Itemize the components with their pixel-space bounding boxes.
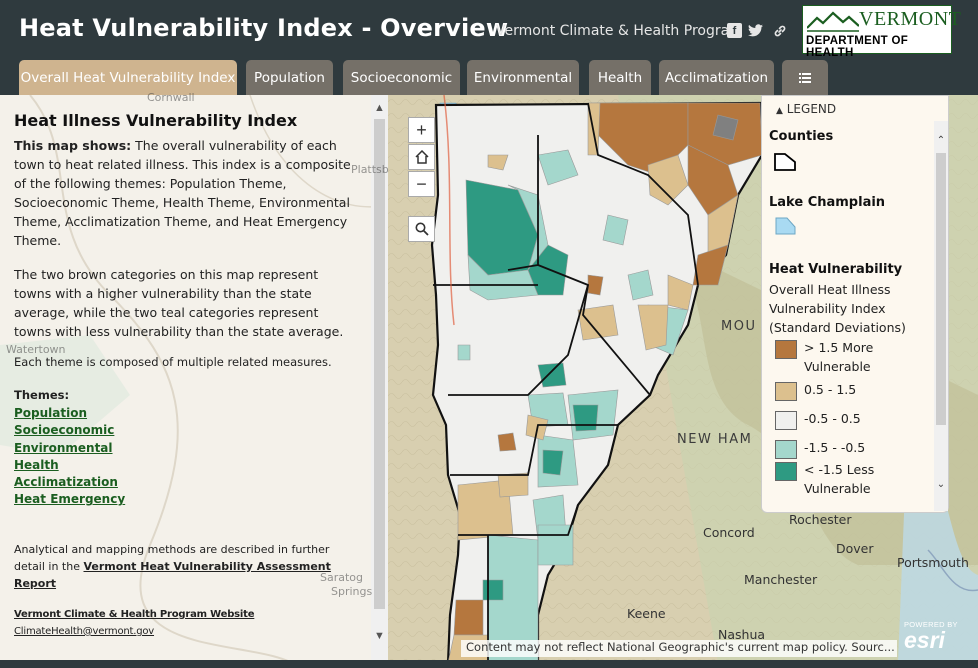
place-label: Rochester: [789, 512, 852, 527]
legend-swatch: [775, 440, 797, 459]
email-link[interactable]: ClimateHealth@vermont.gov: [14, 625, 155, 637]
lake-heading: Lake Champlain: [769, 195, 886, 210]
home-button[interactable]: [408, 144, 435, 170]
tab-environmental[interactable]: Environmental: [467, 60, 579, 95]
esri-attribution[interactable]: POWERED BY esri: [904, 620, 964, 656]
legend-scroll-thumb[interactable]: [936, 153, 946, 425]
scroll-down-arrow-icon[interactable]: ▼: [374, 630, 385, 642]
legend-label: -0.5 - 0.5: [804, 411, 861, 426]
place-label: Dover: [836, 541, 874, 556]
map-credit: Content may not reflect National Geograp…: [461, 640, 897, 657]
heat-vulnerability-heading: Heat Vulnerability: [769, 262, 903, 277]
tab-socioeconomic[interactable]: Socioeconomic: [343, 60, 460, 95]
theme-link-socioeconomic[interactable]: Socioeconomic: [14, 423, 115, 438]
faint-place-label: Watertown: [6, 343, 66, 356]
info-panel: Heat Illness Vulnerability Index This ma…: [0, 95, 388, 668]
panel-title: Heat Illness Vulnerability Index: [14, 111, 298, 130]
tab-population[interactable]: Population: [246, 60, 333, 95]
scroll-up-arrow-icon[interactable]: ⌃: [936, 135, 946, 146]
facebook-icon[interactable]: f: [727, 23, 742, 38]
index-subtitle: Overall Heat Illness Vulnerability Index…: [769, 282, 906, 335]
legend-item: > 1.5 More Vulnerable: [775, 338, 914, 376]
tab-overall[interactable]: Overall Heat Vulnerability Index: [19, 60, 237, 95]
legend-item: 0.5 - 1.5: [775, 380, 914, 401]
faint-place-label: Springs: [331, 585, 373, 598]
place-label: Nashua: [718, 627, 766, 642]
panel-description: This map shows: The overall vulnerabilit…: [14, 136, 359, 250]
collapse-arrow-icon: ▲: [776, 106, 783, 116]
search-button[interactable]: [408, 216, 435, 242]
home-icon: [414, 150, 429, 164]
lead-text: The overall vulnerability of each town t…: [14, 138, 351, 248]
tab-more[interactable]: [782, 60, 828, 95]
bottom-strip: [0, 660, 978, 668]
place-label: Keene: [627, 606, 666, 621]
place-label: Manchester: [744, 572, 818, 587]
legend-item: < -1.5 Less Vulnerable: [775, 460, 914, 498]
faint-place-label: Plattsb: [351, 163, 389, 176]
legend-label: 0.5 - 1.5: [804, 382, 857, 397]
theme-link-environmental[interactable]: Environmental: [14, 440, 113, 455]
region-label: NEW HAM: [677, 432, 753, 447]
legend-swatch: [775, 411, 797, 430]
theme-link-health[interactable]: Health: [14, 457, 59, 472]
counties-heading: Counties: [769, 129, 834, 144]
report-link[interactable]: Vermont Heat Vulnerability Assessment Re…: [14, 559, 331, 590]
link-icon[interactable]: [772, 23, 787, 38]
region-label: MOU: [721, 319, 757, 334]
scroll-thumb[interactable]: [374, 119, 385, 609]
place-label: Concord: [703, 525, 755, 540]
zoom-out-button[interactable]: −: [408, 171, 435, 197]
legend-swatch: [775, 462, 797, 481]
legend-label: < -1.5 Less Vulnerable: [804, 462, 875, 496]
legend-title: LEGEND: [786, 102, 837, 116]
lead-label: This map shows:: [14, 138, 132, 153]
faint-place-label: Cornwall: [147, 91, 195, 104]
logo-vermont: VERMONT: [859, 8, 962, 30]
lake-swatch: [775, 217, 796, 235]
twitter-icon[interactable]: [748, 23, 763, 38]
legend-swatch: [775, 382, 797, 401]
esri-powered-by: POWERED BY: [904, 620, 958, 629]
program-website-link[interactable]: Vermont Climate & Health Program Website: [14, 608, 255, 620]
vermont-health-logo[interactable]: VERMONT DEPARTMENT OF HEALTH: [802, 5, 961, 59]
legend-label: -1.5 - -0.5: [804, 440, 866, 455]
themes-heading: Themes:: [14, 388, 70, 402]
theme-note: Each theme is composed of multiple relat…: [14, 355, 332, 369]
legend-item: -1.5 - -0.5: [775, 438, 914, 459]
list-icon: [799, 72, 811, 83]
scroll-down-arrow-icon[interactable]: ⌄: [936, 479, 946, 490]
panel-scrollbar[interactable]: ▲ ▼: [371, 95, 388, 660]
scroll-up-arrow-icon[interactable]: ▲: [374, 102, 385, 114]
legend-item: -0.5 - 0.5: [775, 409, 914, 430]
faint-place-label: Saratog: [320, 571, 364, 584]
methods-text: Analytical and mapping methods are descr…: [14, 542, 330, 573]
zoom-in-button[interactable]: +: [408, 117, 435, 143]
tab-acclimatization[interactable]: Acclimatization: [659, 60, 774, 95]
legend-scrollbar[interactable]: ⌃ ⌄: [934, 121, 948, 511]
place-label: Portsmouth: [897, 555, 969, 570]
tab-health[interactable]: Health: [589, 60, 651, 95]
page-title: Heat Vulnerability Index - Overview: [19, 14, 509, 42]
esri-logo: esri: [904, 627, 945, 653]
panel-background-map: [0, 95, 388, 668]
methods-note: Analytical and mapping methods are descr…: [14, 541, 359, 592]
legend-panel: ▲ LEGEND Counties Lake Champlain Heat Vu…: [761, 95, 949, 513]
legend-toggle[interactable]: ▲ LEGEND: [776, 102, 836, 116]
theme-link-population[interactable]: Population: [14, 406, 88, 420]
theme-link-acclimatization[interactable]: Acclimatization: [14, 475, 118, 490]
program-name: Vermont Climate & Health Program: [496, 23, 743, 39]
county-lines: [433, 102, 699, 663]
search-icon: [415, 222, 429, 236]
legend-swatch: [775, 340, 797, 359]
logo-department: DEPARTMENT OF HEALTH: [806, 35, 909, 59]
category-explanation: The two brown categories on this map rep…: [14, 267, 344, 339]
legend-label: > 1.5 More Vulnerable: [804, 340, 874, 374]
county-outline-icon: [774, 153, 796, 171]
theme-link-heat-emergency[interactable]: Heat Emergency: [14, 492, 126, 507]
mountain-logo-icon: [807, 11, 859, 32]
